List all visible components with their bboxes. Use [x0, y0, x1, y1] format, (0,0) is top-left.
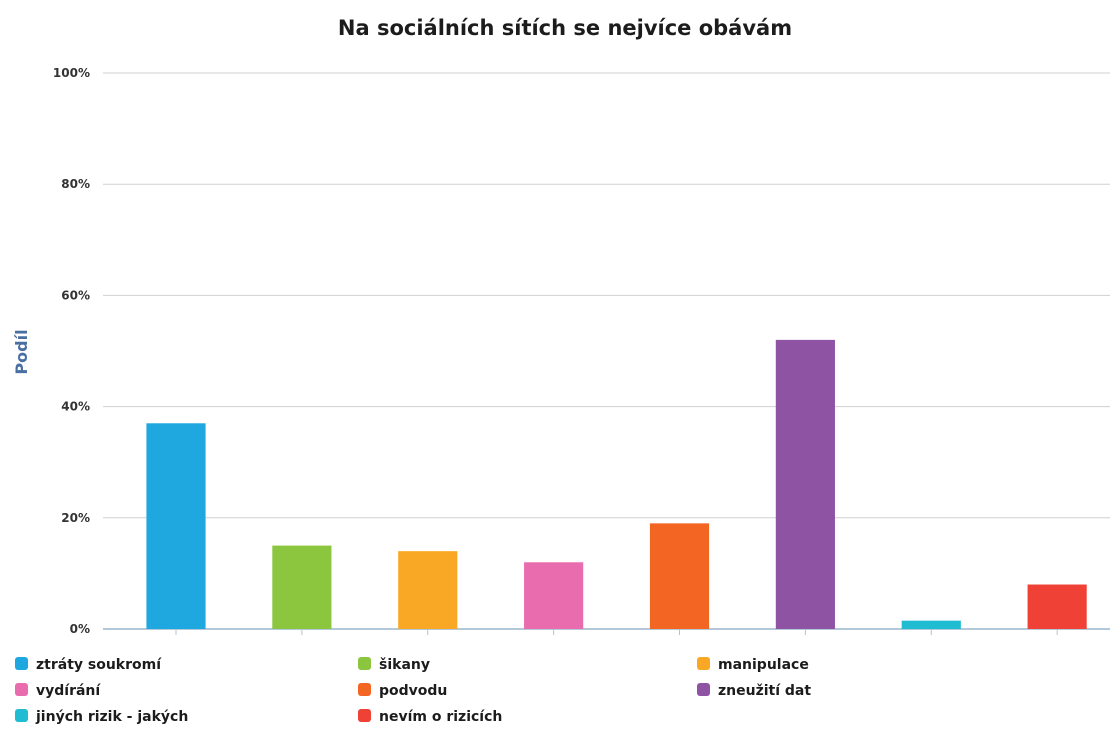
bars [146, 339, 1087, 635]
legend-label: ztráty soukromí [36, 657, 162, 673]
legend-item[interactable]: šikany [358, 657, 430, 673]
y-tick-label: 20% [61, 511, 90, 525]
legend: ztráty soukromí šikany manipulace vydírání p… [15, 657, 811, 725]
legend-item[interactable]: jiných rizik - jakých [15, 709, 188, 725]
legend-label: nevím o rizicích [379, 709, 502, 725]
y-axis-label: Podíl [12, 329, 31, 374]
gridlines [103, 72, 1110, 630]
legend-item[interactable]: nevím o rizicích [358, 709, 502, 725]
legend-swatch [358, 683, 371, 696]
legend-swatch [697, 683, 710, 696]
bar [901, 620, 961, 629]
legend-swatch [15, 709, 28, 722]
legend-item[interactable]: vydírání [15, 683, 101, 699]
legend-swatch [358, 709, 371, 722]
legend-label: šikany [379, 657, 430, 673]
legend-swatch [697, 657, 710, 670]
bar [146, 423, 206, 629]
legend-label: manipulace [718, 657, 809, 673]
legend-swatch [358, 657, 371, 670]
bar [649, 523, 710, 629]
bar [1027, 584, 1087, 629]
y-tick-label: 80% [61, 177, 90, 191]
legend-label: zneužití dat [718, 683, 811, 699]
bar [272, 545, 332, 629]
bar [398, 551, 458, 629]
legend-label: podvodu [379, 683, 447, 699]
y-tick-label: 0% [70, 622, 90, 636]
y-tick-label: 40% [61, 400, 90, 414]
chart-title: Na sociálních sítích se nejvíce obávám [338, 16, 792, 40]
legend-label: jiných rizik - jakých [35, 709, 188, 725]
y-tick-label: 60% [61, 288, 90, 302]
y-tick-label: 100% [53, 66, 90, 80]
y-tick-labels: 0% 20% 40% 60% 80% 100% [53, 66, 90, 636]
legend-item[interactable]: manipulace [697, 657, 809, 673]
legend-item[interactable]: zneužití dat [697, 683, 811, 699]
legend-label: vydírání [36, 683, 101, 699]
bar [775, 339, 835, 629]
legend-item[interactable]: ztráty soukromí [15, 657, 162, 673]
legend-item[interactable]: podvodu [358, 683, 447, 699]
legend-swatch [15, 657, 28, 670]
bar [524, 562, 584, 629]
legend-swatch [15, 683, 28, 696]
